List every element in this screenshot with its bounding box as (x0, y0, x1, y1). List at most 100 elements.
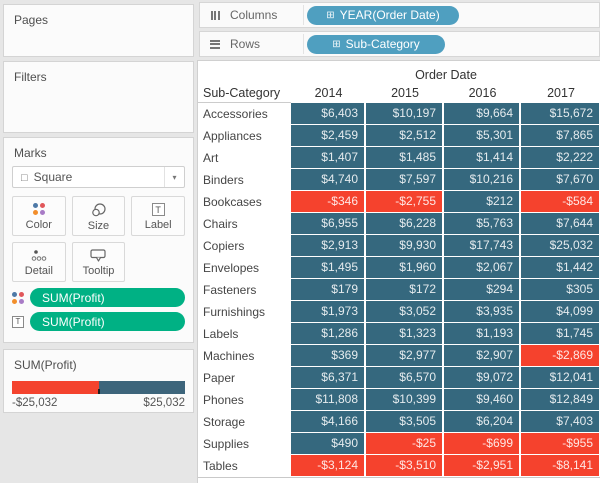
row-label[interactable]: Binders (198, 169, 291, 191)
table-cell[interactable]: $11,808 (291, 389, 366, 411)
expand-plus-icon[interactable]: ⊞ (326, 9, 335, 21)
table-cell[interactable]: $15,672 (521, 103, 600, 125)
table-cell[interactable]: $6,371 (291, 367, 366, 389)
row-label[interactable]: Storage (198, 411, 291, 433)
table-cell[interactable]: $7,670 (521, 169, 600, 191)
table-cell[interactable]: -$2,951 (444, 455, 521, 477)
color-legend-gradient[interactable] (12, 381, 185, 394)
table-cell[interactable]: $9,460 (444, 389, 521, 411)
table-cell[interactable]: $2,222 (521, 147, 600, 169)
row-label[interactable]: Fasteners (198, 279, 291, 301)
row-label[interactable]: Chairs (198, 213, 291, 235)
table-cell[interactable]: $1,745 (521, 323, 600, 345)
table-cell[interactable]: $6,228 (366, 213, 444, 235)
table-cell[interactable]: $1,286 (291, 323, 366, 345)
table-cell[interactable]: $5,301 (444, 125, 521, 147)
filters-shelf[interactable]: Filters (3, 61, 194, 133)
table-cell[interactable]: $10,399 (366, 389, 444, 411)
pages-shelf[interactable]: Pages (3, 4, 194, 57)
table-cell[interactable]: $1,414 (444, 147, 521, 169)
row-label[interactable]: Labels (198, 323, 291, 345)
columns-shelf[interactable]: Columns ⊞ YEAR(Order Date) (199, 2, 600, 28)
row-label[interactable]: Bookcases (198, 191, 291, 213)
table-cell[interactable]: $1,193 (444, 323, 521, 345)
table-cell[interactable]: $12,041 (521, 367, 600, 389)
table-cell[interactable]: $17,743 (444, 235, 521, 257)
table-cell[interactable]: $4,740 (291, 169, 366, 191)
label-encoding-pill[interactable]: SUM(Profit) (30, 312, 185, 331)
table-cell[interactable]: $1,323 (366, 323, 444, 345)
table-cell[interactable]: $12,849 (521, 389, 600, 411)
sub-category-pill[interactable]: ⊞ Sub-Category (307, 34, 445, 54)
table-cell[interactable]: $7,865 (521, 125, 600, 147)
column-header[interactable]: 2016 (468, 86, 497, 100)
table-cell[interactable]: $305 (521, 279, 600, 301)
column-header[interactable]: 2017 (547, 86, 575, 100)
row-label[interactable]: Accessories (198, 103, 291, 125)
table-cell[interactable]: $4,166 (291, 411, 366, 433)
table-cell[interactable]: $6,403 (291, 103, 366, 125)
table-cell[interactable]: $1,973 (291, 301, 366, 323)
table-cell[interactable]: -$25 (366, 433, 444, 455)
table-cell[interactable]: $1,960 (366, 257, 444, 279)
table-cell[interactable]: $25,032 (521, 235, 600, 257)
column-header[interactable]: 2014 (314, 86, 343, 100)
table-cell[interactable]: $5,763 (444, 213, 521, 235)
table-cell[interactable]: $9,930 (366, 235, 444, 257)
year-order-date-pill[interactable]: ⊞ YEAR(Order Date) (307, 5, 459, 25)
table-cell[interactable]: $9,072 (444, 367, 521, 389)
table-cell[interactable]: $179 (291, 279, 366, 301)
rows-shelf[interactable]: Rows ⊞ Sub-Category (199, 31, 600, 57)
table-cell[interactable]: $3,935 (444, 301, 521, 323)
size-button[interactable]: Size (71, 196, 126, 236)
mark-type-dropdown[interactable]: □ Square ▾ (12, 166, 185, 188)
row-label[interactable]: Envelopes (198, 257, 291, 279)
table-cell[interactable]: $3,052 (366, 301, 444, 323)
row-label[interactable]: Furnishings (198, 301, 291, 323)
table-cell[interactable]: -$8,141 (521, 455, 600, 477)
table-cell[interactable]: -$699 (444, 433, 521, 455)
detail-button[interactable]: Detail (12, 242, 66, 282)
table-cell[interactable]: $2,067 (444, 257, 521, 279)
table-cell[interactable]: -$3,510 (366, 455, 444, 477)
table-cell[interactable]: $7,644 (521, 213, 600, 235)
table-cell[interactable]: $6,570 (366, 367, 444, 389)
table-cell[interactable]: $2,459 (291, 125, 366, 147)
table-cell[interactable]: -$346 (291, 191, 366, 213)
chevron-down-icon[interactable]: ▾ (164, 167, 184, 187)
row-label[interactable]: Supplies (198, 433, 291, 455)
table-cell[interactable]: -$2,869 (521, 345, 600, 367)
row-label[interactable]: Art (198, 147, 291, 169)
table-cell[interactable]: $4,099 (521, 301, 600, 323)
table-cell[interactable]: $2,512 (366, 125, 444, 147)
color-encoding-pill[interactable]: SUM(Profit) (30, 288, 185, 307)
table-cell[interactable]: $2,913 (291, 235, 366, 257)
table-cell[interactable]: -$2,755 (366, 191, 444, 213)
table-cell[interactable]: $1,485 (366, 147, 444, 169)
table-cell[interactable]: $172 (366, 279, 444, 301)
row-label[interactable]: Tables (198, 455, 291, 477)
table-cell[interactable]: $6,955 (291, 213, 366, 235)
row-header-cell[interactable]: Sub-Category (198, 85, 291, 103)
row-label[interactable]: Phones (198, 389, 291, 411)
table-cell[interactable]: -$584 (521, 191, 600, 213)
table-cell[interactable]: $10,216 (444, 169, 521, 191)
table-cell[interactable]: $3,505 (366, 411, 444, 433)
color-button[interactable]: Color (12, 196, 66, 236)
table-cell[interactable]: $2,977 (366, 345, 444, 367)
table-cell[interactable]: -$3,124 (291, 455, 366, 477)
table-cell[interactable]: $490 (291, 433, 366, 455)
table-cell[interactable]: $9,664 (444, 103, 521, 125)
table-cell[interactable]: $1,407 (291, 147, 366, 169)
row-label[interactable]: Appliances (198, 125, 291, 147)
table-cell[interactable]: $7,597 (366, 169, 444, 191)
table-cell[interactable]: $1,442 (521, 257, 600, 279)
table-cell[interactable]: $7,403 (521, 411, 600, 433)
table-cell[interactable]: $1,495 (291, 257, 366, 279)
row-label[interactable]: Copiers (198, 235, 291, 257)
table-cell[interactable]: $6,204 (444, 411, 521, 433)
table-cell[interactable]: $10,197 (366, 103, 444, 125)
expand-plus-icon[interactable]: ⊞ (332, 38, 341, 50)
table-cell[interactable]: -$955 (521, 433, 600, 455)
label-button[interactable]: T Label (131, 196, 185, 236)
